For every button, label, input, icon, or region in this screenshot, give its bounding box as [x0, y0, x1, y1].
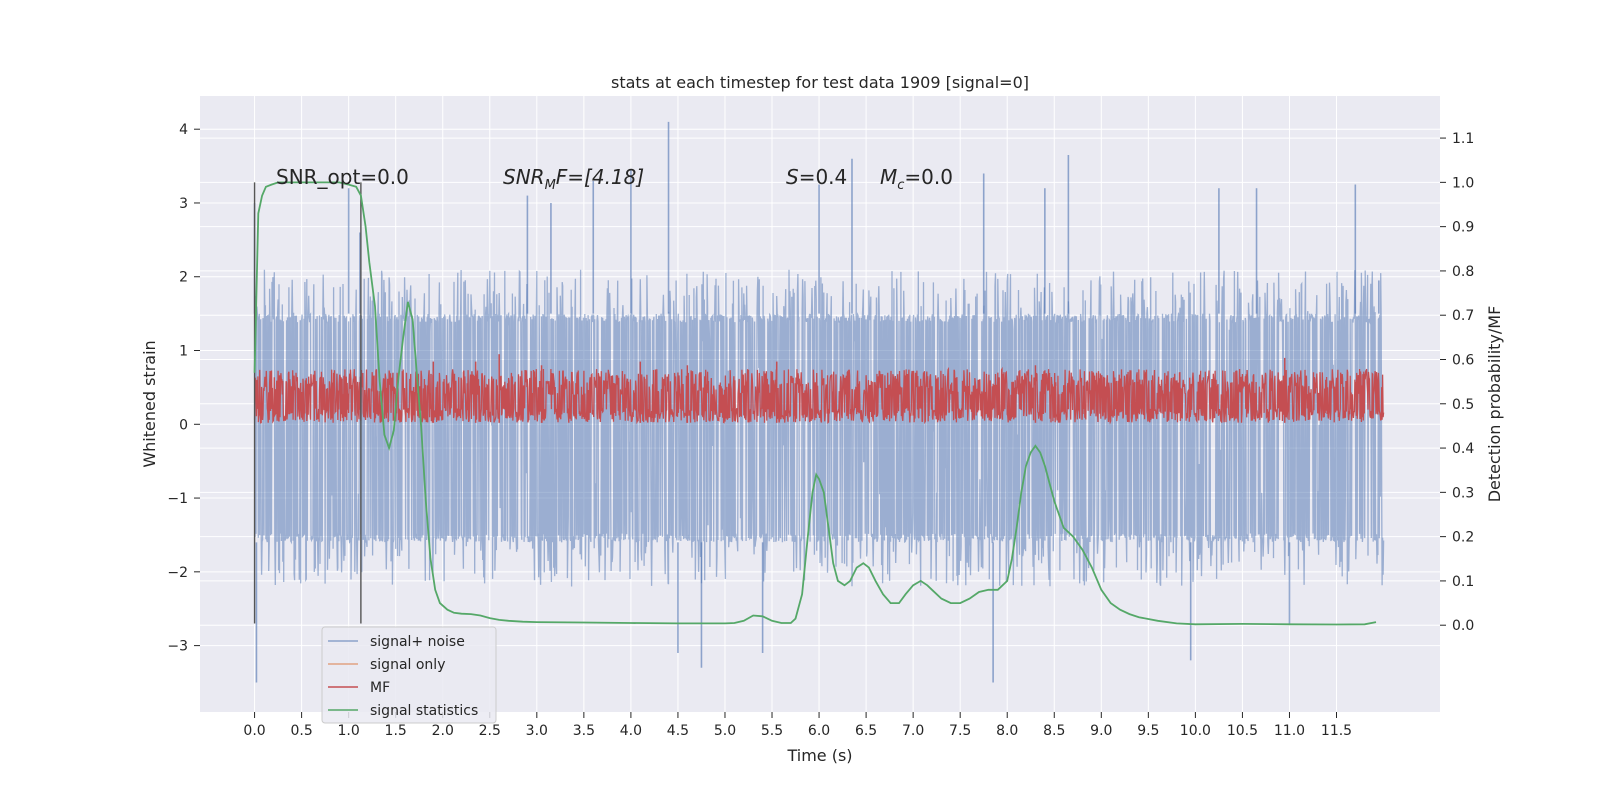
x-tick-label-6: 3.0 [526, 723, 548, 739]
y2-tick-label-7: 0.7 [1452, 308, 1474, 324]
snr-mf-rest: F=[4.18] [556, 165, 644, 189]
chart-title: stats at each timestep for test data 190… [611, 73, 1029, 92]
x-tick-label-23: 11.5 [1321, 723, 1352, 739]
annotation-snr-opt: SNR_opt=0.0 [276, 165, 409, 189]
x-tick-label-8: 4.0 [620, 723, 642, 739]
x-tick-label-16: 8.0 [996, 723, 1018, 739]
y-tick-label-1: −2 [167, 565, 188, 581]
x-tick-label-22: 11.0 [1274, 723, 1305, 739]
left-y-ticks: −3 −2 −1 0 1 2 3 4 [167, 122, 200, 655]
legend-label-signal-noise: signal+ noise [370, 634, 465, 650]
x-tick-label-1: 0.5 [290, 723, 312, 739]
x-tick-label-3: 1.5 [385, 723, 407, 739]
signal-noise-series [253, 121, 1385, 683]
snr-mf-base: SNR [503, 165, 545, 189]
y-tick-label-7: 4 [179, 122, 188, 138]
legend: signal+ noise signal only MF signal stat… [321, 626, 497, 724]
x-tick-label-11: 5.5 [761, 723, 783, 739]
annotation-s: S=0.4 [786, 165, 847, 189]
y2-tick-label-11: 1.1 [1452, 131, 1474, 147]
x-tick-label-13: 6.5 [855, 723, 877, 739]
y-tick-label-0: −3 [167, 639, 188, 655]
x-tick-label-2: 1.0 [338, 723, 360, 739]
y-tick-label-6: 3 [179, 196, 188, 212]
s-var: S [786, 165, 799, 189]
x-tick-label-10: 5.0 [714, 723, 736, 739]
y2-tick-label-1: 0.1 [1452, 574, 1474, 590]
x-tick-label-19: 9.5 [1137, 723, 1159, 739]
signal-statistics-line [253, 181, 1377, 626]
y-axis-label: Whitened strain [140, 340, 159, 467]
y2-tick-label-5: 0.5 [1452, 397, 1474, 413]
y2-tick-label-6: 0.6 [1452, 352, 1474, 368]
y-tick-label-4: 1 [179, 344, 188, 360]
signal-noise-line [254, 269, 1385, 587]
x-ticks: 0.0 0.5 1.0 1.5 2.0 2.5 3.0 3.5 4.0 4.5 5.0 5.5 6.0 6… [243, 712, 1352, 739]
x-tick-label-7: 3.5 [573, 723, 595, 739]
annotation-mc: Mc=0.0 [880, 165, 953, 193]
y2-tick-label-2: 0.2 [1452, 530, 1474, 546]
y2-tick-label-9: 0.9 [1452, 220, 1474, 236]
y-tick-label-5: 2 [179, 270, 188, 286]
x-tick-label-17: 8.5 [1043, 723, 1065, 739]
mf-series [253, 354, 1385, 425]
annotation-snr-mf: SNRMF=[4.18] [503, 165, 644, 193]
x-axis-label: Time (s) [786, 746, 852, 765]
y2-tick-label-10: 1.0 [1452, 175, 1474, 191]
mc-var: M [880, 165, 897, 189]
x-tick-label-5: 2.5 [479, 723, 501, 739]
y-tick-label-3: 0 [179, 417, 188, 433]
legend-label-signal-statistics: signal statistics [370, 703, 478, 719]
mf-line [253, 366, 1385, 425]
y-tick-label-2: −1 [167, 491, 188, 507]
s-rest: =0.4 [799, 165, 848, 189]
x-tick-label-12: 6.0 [808, 723, 830, 739]
x-tick-label-4: 2.0 [432, 723, 454, 739]
legend-label-signal-only: signal only [370, 657, 445, 673]
right-y-ticks: 0.0 0.1 0.2 0.3 0.4 0.5 0.6 0.7 0.8 0.9 1.0 1.1 [1440, 131, 1474, 634]
x-tick-label-15: 7.5 [949, 723, 971, 739]
y2-tick-label-3: 0.3 [1452, 485, 1474, 501]
x-tick-label-0: 0.0 [243, 723, 265, 739]
snr-mf-sub: M [545, 178, 556, 193]
y2-axis-label: Detection probability/MF [1485, 306, 1504, 503]
x-tick-label-20: 10.0 [1180, 723, 1211, 739]
y2-tick-label-8: 0.8 [1452, 264, 1474, 280]
x-tick-label-18: 9.0 [1090, 723, 1112, 739]
window-markers [253, 182, 362, 624]
legend-label-mf: MF [370, 680, 390, 696]
x-tick-label-14: 7.0 [902, 723, 924, 739]
x-tick-label-21: 10.5 [1227, 723, 1258, 739]
signal-statistics-series [253, 181, 1377, 626]
y2-tick-label-4: 0.4 [1452, 441, 1474, 457]
y2-tick-label-0: 0.0 [1452, 618, 1474, 634]
x-tick-label-9: 4.5 [667, 723, 689, 739]
mc-sub: c [897, 178, 904, 193]
legend-box [321, 626, 497, 724]
mc-rest: =0.0 [904, 165, 953, 189]
